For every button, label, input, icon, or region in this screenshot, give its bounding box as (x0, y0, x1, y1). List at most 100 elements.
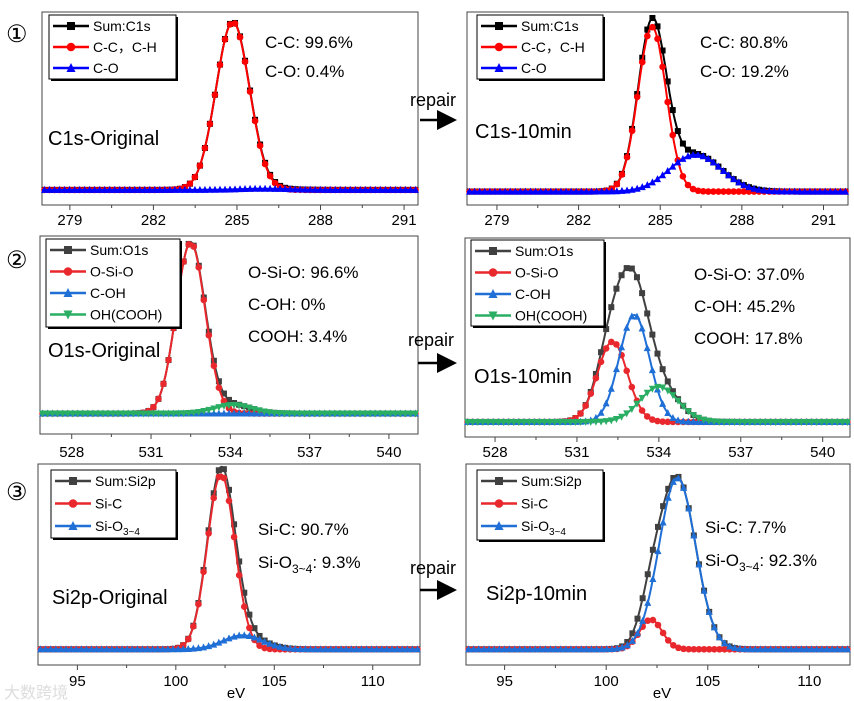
data-point (833, 418, 841, 426)
data-point (301, 410, 309, 418)
data-point (118, 645, 126, 653)
data-point (618, 186, 626, 194)
data-point (704, 154, 712, 162)
data-point (398, 645, 406, 653)
data-point (396, 410, 404, 418)
data-point (623, 186, 631, 194)
data-point (756, 418, 764, 426)
data-point (603, 187, 611, 195)
data-point (633, 400, 641, 408)
data-point (495, 645, 503, 653)
data-point (66, 185, 74, 193)
data-point (765, 186, 773, 194)
data-point (751, 645, 759, 653)
data-point (654, 23, 661, 30)
data-point (506, 187, 514, 195)
data-point (190, 243, 198, 250)
data-point (633, 93, 641, 101)
data-point (386, 185, 394, 193)
data-point (191, 173, 199, 181)
data-point (326, 410, 334, 418)
data-point (154, 410, 162, 418)
data-point (347, 645, 355, 653)
data-point (166, 185, 174, 193)
data-point (96, 185, 104, 193)
data-point (582, 187, 590, 195)
data-point (535, 418, 543, 426)
data-point (144, 645, 152, 653)
data-point (245, 632, 253, 640)
data-point (220, 409, 228, 417)
data-point (674, 416, 682, 424)
data-point (231, 521, 238, 528)
data-point (186, 185, 194, 193)
data-point (403, 645, 411, 653)
legend-label: Sum:C1s (521, 18, 579, 34)
data-point (813, 645, 821, 653)
data-point (689, 150, 697, 158)
data-point (520, 418, 528, 426)
data-point (772, 418, 780, 426)
legend-marker (494, 499, 504, 508)
data-point (241, 589, 248, 596)
x-tick-label: 537 (297, 444, 322, 461)
data-point (230, 632, 238, 640)
data-point (236, 185, 244, 193)
data-point (660, 503, 667, 510)
data-point (756, 645, 764, 653)
data-point (413, 645, 421, 653)
data-point (271, 184, 279, 192)
data-point (469, 418, 477, 426)
data-point (598, 645, 606, 653)
data-point (628, 312, 636, 320)
data-point (136, 185, 144, 193)
data-point (388, 645, 396, 653)
data-point (597, 358, 605, 366)
legend-marker (69, 477, 77, 485)
legend-item: Sum:O1s (50, 242, 148, 258)
data-point (664, 387, 672, 395)
data-point (572, 187, 580, 195)
data-point (716, 645, 723, 653)
data-point (679, 403, 687, 411)
data-point (741, 645, 749, 653)
data-point (251, 117, 259, 125)
repair-label-3: repair (410, 558, 456, 578)
data-point (613, 187, 621, 195)
data-point (296, 410, 304, 418)
data-point (464, 418, 472, 426)
data-point (322, 645, 330, 653)
data-point (116, 185, 124, 193)
data-point (562, 187, 570, 195)
data-point (607, 384, 615, 392)
data-point (679, 417, 687, 425)
data-point (654, 417, 661, 425)
x-tick-label: 534 (646, 444, 671, 461)
data-point (57, 645, 65, 653)
series-c-o (41, 184, 419, 193)
data-point (119, 410, 127, 418)
percentage-annotation: COOH: 17.8% (694, 329, 803, 348)
data-point (649, 23, 656, 31)
data-point (664, 493, 672, 501)
data-point (146, 185, 154, 193)
data-point (649, 575, 657, 583)
data-point (159, 645, 167, 653)
data-point (664, 378, 671, 385)
data-point (114, 410, 122, 418)
data-point (567, 645, 575, 653)
data-point (787, 645, 795, 653)
data-point (623, 641, 631, 649)
data-point (679, 172, 687, 180)
data-point (659, 629, 667, 637)
legend-item: C-O (53, 60, 119, 76)
data-point (592, 370, 599, 377)
data-point (685, 504, 693, 512)
data-point (371, 410, 379, 418)
data-point (206, 120, 214, 128)
data-point (230, 533, 238, 541)
data-point (186, 180, 194, 187)
percentage-annotation: O-Si-O: 96.6% (248, 263, 359, 282)
series-si-o (37, 631, 421, 653)
